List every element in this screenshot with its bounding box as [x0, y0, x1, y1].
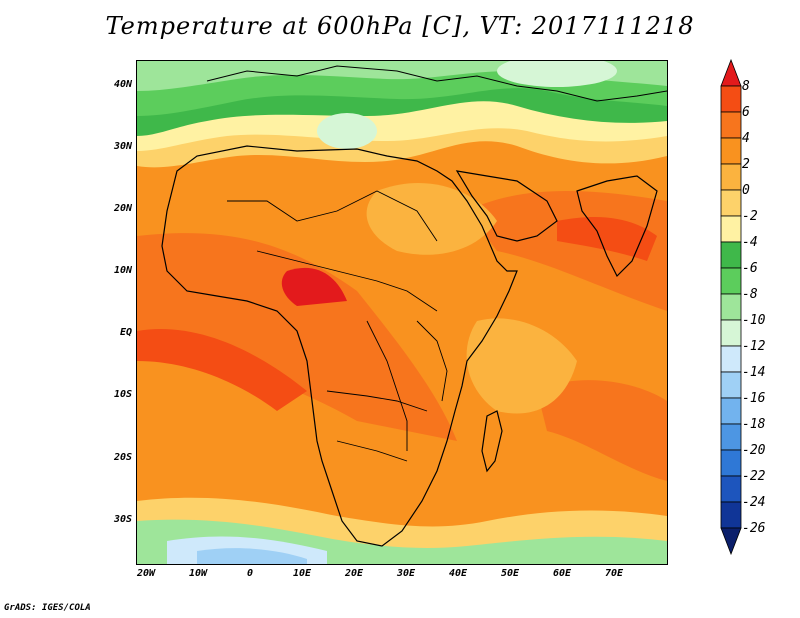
lon-label-10w: 10W — [188, 568, 208, 579]
colorbar-label-m20: -20 — [742, 443, 766, 458]
colorbar-segment — [720, 423, 742, 451]
country-border-1 — [227, 190, 438, 242]
hot-patch-west — [137, 329, 307, 411]
colorbar-segment — [720, 501, 742, 529]
map-title: Temperature at 600hPa [C], VT: 201711121… — [105, 12, 695, 40]
temperature-field-svg — [137, 61, 667, 564]
colorbar-segment — [720, 215, 742, 243]
lon-label-20w: 20W — [136, 568, 156, 579]
lat-label-30n: 30N — [113, 141, 132, 152]
lon-label-40e: 40E — [448, 568, 468, 579]
lat-label-10s: 10S — [113, 389, 132, 400]
colorbar-label-m24: -24 — [742, 495, 766, 510]
colorbar-segment — [720, 293, 742, 321]
country-border-2 — [256, 250, 438, 312]
arabia-coastline — [455, 170, 558, 242]
colorbar-arrow-top — [720, 58, 742, 87]
colorbar-segment — [720, 397, 742, 425]
colorbar-arrow-bottom — [720, 527, 742, 556]
europe-coastline — [206, 65, 667, 102]
lat-label-20n: 20N — [113, 203, 132, 214]
footer-credit: GrADS: IGES/COLA — [4, 603, 91, 613]
africa-coastline — [161, 145, 518, 547]
india-coastline — [576, 175, 658, 278]
colorbar-label-m16: -16 — [742, 391, 766, 406]
colorbar-segment — [720, 449, 742, 477]
warm-band-west — [137, 233, 457, 441]
colorbar — [720, 58, 742, 556]
colorbar-label-4: 4 — [742, 131, 750, 146]
coldest-core-south — [197, 548, 307, 564]
colorbar-segment — [720, 267, 742, 295]
lat-label-30s: 30S — [113, 514, 132, 525]
colorbar-label-m4: -4 — [742, 235, 758, 250]
colorbar-segment — [720, 241, 742, 269]
colorbar-segment — [720, 189, 742, 217]
country-border-5 — [326, 390, 428, 412]
colorbar-segment — [720, 111, 742, 139]
colorbar-label-m8: -8 — [742, 287, 758, 302]
colorbar-segment — [720, 319, 742, 347]
colorbar-segment — [720, 163, 742, 191]
lon-label-60e: 60E — [552, 568, 572, 579]
colorbar-label-0: 0 — [742, 183, 750, 198]
cool-patch-indian-ocean — [466, 318, 577, 414]
colorbar-label-6: 6 — [742, 105, 750, 120]
cold-core-mediterranean — [317, 113, 377, 149]
cool-patch-sahara — [366, 182, 497, 255]
madagascar-coastline — [481, 410, 503, 473]
colorbar-label-m18: -18 — [742, 417, 766, 432]
colorbar-label-8: 8 — [742, 79, 750, 94]
lon-label-30e: 30E — [396, 568, 416, 579]
colorbar-label-m26: -26 — [742, 521, 766, 536]
warm-band-indian-ocean — [537, 380, 667, 481]
colorbar-label-m14: -14 — [742, 365, 766, 380]
colorbar-label-2: 2 — [742, 157, 750, 172]
colorbar-label-m2: -2 — [742, 209, 758, 224]
hot-patch-west-africa — [281, 267, 347, 306]
colorbar-label-m6: -6 — [742, 261, 758, 276]
lon-label-10e: 10E — [292, 568, 312, 579]
colorbar-label-m10: -10 — [742, 313, 766, 328]
cold-core-northeast — [497, 61, 617, 87]
colorbar-segment — [720, 371, 742, 399]
lon-label-70e: 70E — [604, 568, 624, 579]
country-border-6 — [336, 440, 408, 462]
lat-label-eq: EQ — [119, 327, 132, 338]
colorbar-segment — [720, 475, 742, 503]
colorbar-segment — [720, 85, 742, 113]
colorbar-segment — [720, 137, 742, 165]
map-plot-area — [136, 60, 668, 565]
colorbar-label-m12: -12 — [742, 339, 766, 354]
hot-patch-arabian-sea — [557, 216, 657, 261]
colorbar-label-m22: -22 — [742, 469, 766, 484]
colorbar-segment — [720, 345, 742, 373]
lat-label-10n: 10N — [113, 265, 132, 276]
lat-label-40n: 40N — [113, 79, 132, 90]
country-border-4 — [416, 320, 448, 402]
lon-label-0: 0 — [246, 568, 254, 579]
lat-label-20s: 20S — [113, 452, 132, 463]
lon-label-50e: 50E — [500, 568, 520, 579]
lon-label-20e: 20E — [344, 568, 364, 579]
country-border-3 — [366, 320, 408, 451]
